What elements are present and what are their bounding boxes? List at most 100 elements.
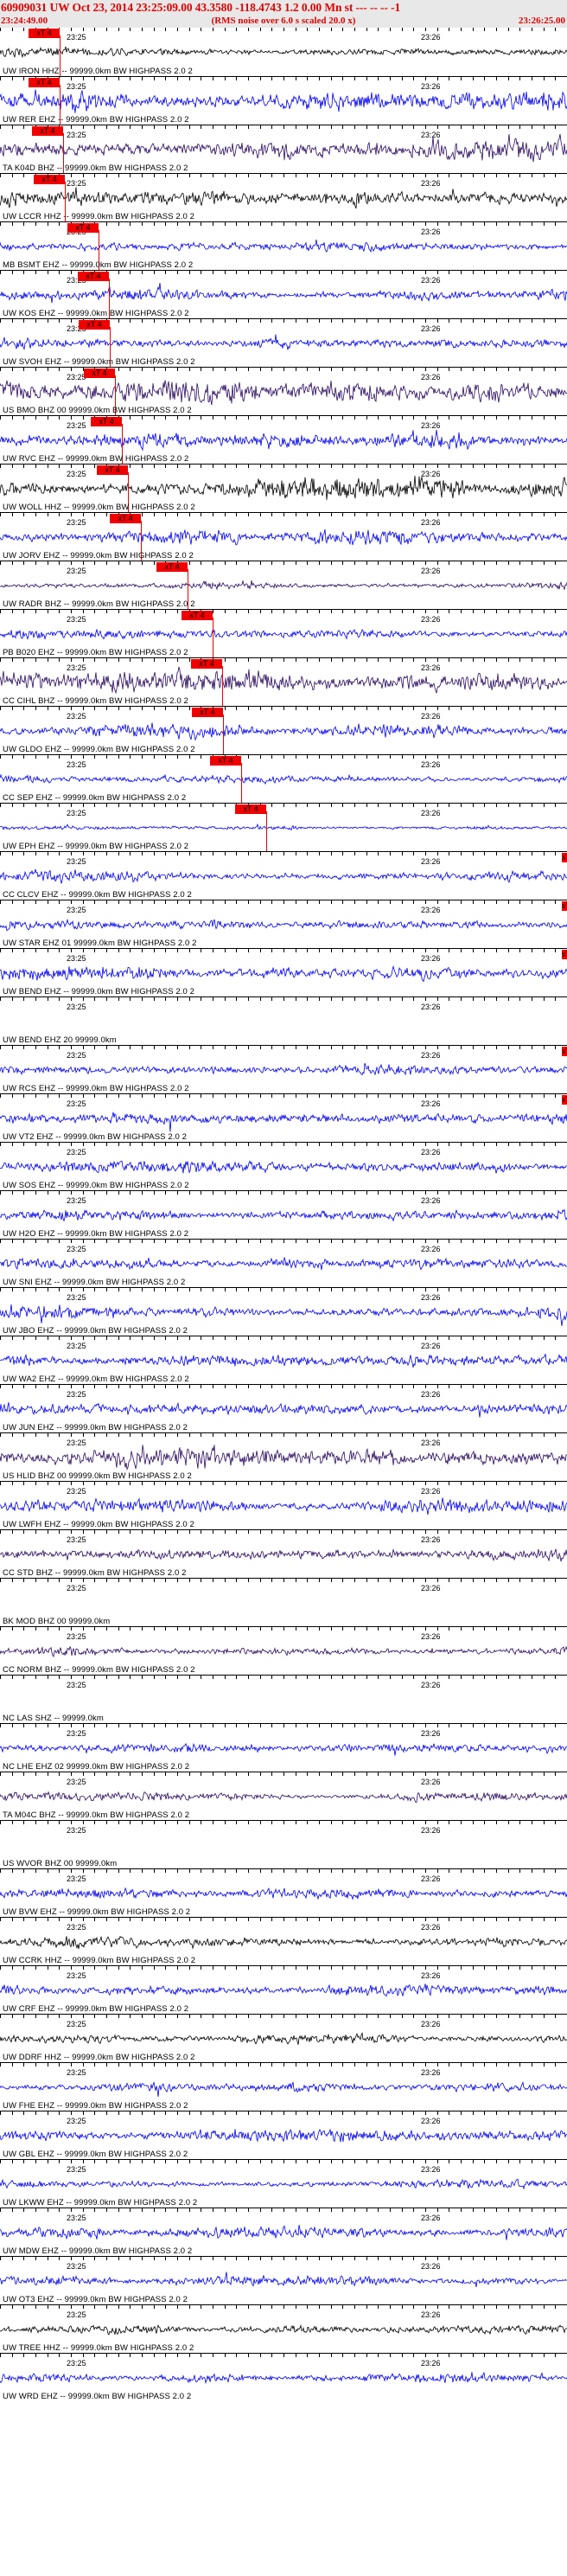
axis-time-label: 23:26 [421, 1245, 441, 1253]
axis-tick [177, 513, 178, 516]
axis-tick [83, 1918, 84, 1921]
trace-row[interactable]: 23:25 23:26 xT 4 UW EPH EHZ -- 99999.0km BW… [0, 803, 567, 851]
trace-row[interactable]: 23:25 23:26 NC LAS SHZ -- 99999.0km [0, 1675, 567, 1723]
trace-row[interactable]: 23:25 23:26 UW SOS EHZ -- 99999.0km BW HIG… [0, 1142, 567, 1190]
trace-row[interactable]: 23:25 23:26 US HLID BHZ 00 99999.0km BW HI… [0, 1432, 567, 1481]
axis-tick [23, 416, 24, 420]
trace-row[interactable]: 23:25 23:26 BK MOD BHZ 00 99999.0km [0, 1578, 567, 1626]
trace-row[interactable]: 23:25 23:26 xT 4 UW LCCR HHZ -- 99999.0km B… [0, 173, 567, 221]
trace-row[interactable]: 23:25 23:26 TA M04C BHZ -- 99999.0km BW HI… [0, 1772, 567, 1820]
trace-row[interactable]: 23:25 23:26 UW H2O EHZ -- 99999.0km BW HIG… [0, 1190, 567, 1239]
axis-tick [555, 1676, 556, 1679]
axis-tick [71, 28, 72, 31]
axis-tick [402, 2015, 403, 2018]
trace-row[interactable]: 23:25 23:26 UW CCRK HHZ -- 99999.0km BW HI… [0, 1917, 567, 1965]
trace-row[interactable]: 23:25 23:26 UW MDW EHZ -- 99999.0km BW HIG… [0, 2208, 567, 2256]
axis-tick [461, 1240, 462, 1243]
axis-tick [402, 28, 403, 31]
axis-tick [473, 2063, 474, 2067]
axis-tick [437, 2160, 438, 2163]
axis-tick [331, 319, 332, 323]
axis-tick [366, 2160, 367, 2163]
trace-row[interactable]: 23:25 23:26 UW TREE HHZ -- 99999.0km BW HI… [0, 2304, 567, 2353]
trace-row[interactable]: 23:25 23:26 UW JUN EHZ -- 99999.0km BW HIG… [0, 1384, 567, 1432]
axis-tick [496, 1094, 497, 1098]
axis-time-label: 23:25 [67, 33, 86, 42]
axis-tick [413, 1336, 414, 1340]
trace-row[interactable]: 23:25 23:26 UW GBL EHZ -- 99999.0km BW HIG… [0, 2111, 567, 2159]
trace-row[interactable]: 23:25 23:26 UW SNI EHZ -- 99999.0km BW HIG… [0, 1239, 567, 1287]
axis-tick [271, 707, 272, 710]
trace-row[interactable]: 23:25 23:26 xT 4 UW IRON HHZ -- 99999.0km B… [0, 28, 567, 76]
trace-row[interactable]: 23:25 23:26 xT 4 CC SEP EHZ -- 99999.0km BW… [0, 754, 567, 803]
axis-tick [165, 1288, 166, 1291]
trace-row[interactable]: 23:25 23:26 UW OT3 EHZ -- 99999.0km BW HIG… [0, 2256, 567, 2304]
axis-time-label: 23:25 [67, 2020, 86, 2028]
axis-tick [271, 2305, 272, 2309]
trace-row[interactable]: 23:25 23:26 UW DDRF HHZ -- 99999.0km BW HI… [0, 2014, 567, 2062]
axis-tick [236, 1676, 237, 1679]
axis-tick [71, 1772, 72, 1776]
axis-tick [413, 1385, 414, 1388]
axis-tick [425, 1433, 426, 1437]
trace-row[interactable]: 23:25 23:26 CC STD BHZ -- 99999.0km BW HIG… [0, 1529, 567, 1578]
trace-row[interactable]: 23:25 23:26 xT 4 UW GLDO EHZ -- 99999.0km B… [0, 706, 567, 754]
trace-row[interactable]: 23:25 23:26 US WVOR BHZ 00 99999.0km [0, 1820, 567, 1868]
trace-row[interactable]: 23:25 23:26 xT 4 UW SVOH EHZ -- 99999.0km B… [0, 318, 567, 367]
trace-row[interactable]: 23:25 23:26 UW BVW EHZ -- 99999.0km BW HIG… [0, 1868, 567, 1917]
axis-tick [260, 997, 261, 1001]
axis-tick [106, 174, 107, 177]
axis-tick [331, 1676, 332, 1679]
trace-row[interactable]: 23:25 23:26 UW WA2 EHZ -- 99999.0km BW HIG… [0, 1336, 567, 1384]
axis-tick [319, 319, 320, 323]
trace-row[interactable]: 23:25 23:26 CC NORM BHZ -- 99999.0km BW HI… [0, 1626, 567, 1675]
axis-tick [331, 1046, 332, 1049]
axis-tick [519, 1046, 520, 1049]
trace-row[interactable]: 23:25 23:26 xT 4 UW RADR BHZ -- 99999.0km B… [0, 561, 567, 609]
trace-row[interactable]: 23:25 23:26 xT 4 MB BSMT EHZ -- 99999.0km B… [0, 221, 567, 270]
axis-tick [83, 1240, 84, 1243]
trace-row[interactable]: 23:25 23:26 UW JBO EHZ -- 99999.0km BW HIG… [0, 1287, 567, 1336]
trace-row[interactable]: 23:25 23:26 xT 4 UW KOS EHZ -- 99999.0km BW… [0, 270, 567, 318]
axis-tick [225, 658, 226, 662]
trace-row[interactable]: 23:25 23:26 xT 4 CC CIHL BHZ -- 99999.0km B… [0, 657, 567, 706]
axis-tick [83, 368, 84, 371]
trace-row[interactable]: 23:25 23:26 UW WRD EHZ -- 99999.0km BW HIG… [0, 2353, 567, 2401]
axis-tick [12, 1094, 13, 1098]
axis-tick [402, 1530, 403, 1534]
axis-tick [248, 2063, 249, 2067]
axis-tick [496, 1676, 497, 1679]
axis-tick [225, 1288, 226, 1291]
trace-row[interactable]: 23:25 23:26 xT 4 UW WOLL HHZ -- 99999.0km B… [0, 464, 567, 512]
trace-row[interactable]: 23:25 23:26 xT 4 TA K04D BHZ -- 99999.0km B… [0, 125, 567, 173]
axis-tick [106, 1772, 107, 1776]
trace-row[interactable]: 23:25 23:26 UW BEND EHZ 20 99999.0km [0, 996, 567, 1045]
trace-row[interactable]: 23:25 23:26 UW FHE EHZ -- 99999.0km BW HIG… [0, 2062, 567, 2111]
axis-tick [484, 271, 485, 274]
axis-tick [331, 707, 332, 710]
trace-row[interactable]: 23:25 23:26 UW LWFH EHZ -- 99999.0km BW HI… [0, 1481, 567, 1529]
trace-row[interactable]: 23:25 23:26 xT 4 UW JORV EHZ -- 99999.0km B… [0, 512, 567, 561]
axis-tick [354, 1676, 355, 1679]
axis-tick [378, 28, 379, 31]
trace-row[interactable]: 23:25 23:26 UW CRF EHZ -- 99999.0km BW HIG… [0, 1965, 567, 2014]
trace-row[interactable]: 23:25 23:26 NC LHE EHZ 02 99999.0km BW HIG… [0, 1723, 567, 1772]
axis-tick [106, 1724, 107, 1727]
trace-row[interactable]: 23:25 23:26 UW LKWW EHZ -- 99999.0km BW HI… [0, 2159, 567, 2208]
axis-tick [354, 1191, 355, 1195]
axis-tick [473, 465, 474, 468]
axis-tick [189, 707, 190, 710]
trace-row[interactable]: 23:25 23:26 xT 4 US BMO BHZ 00 99999.0km BW… [0, 367, 567, 415]
trace-row[interactable]: 23:25 23:26 xT 4 UW RVC EHZ -- 99999.0km BW… [0, 415, 567, 464]
axis-tick [473, 610, 474, 613]
axis-tick [236, 271, 237, 274]
trace-row[interactable]: 23:25 23:26 xT 4 PB B020 EHZ -- 99999.0km B… [0, 609, 567, 657]
axis-tick [437, 465, 438, 468]
waveform [0, 1829, 567, 1862]
trace-row[interactable]: 23:25 23:26 xT 4 UW RER EHZ -- 99999.0km BW… [0, 76, 567, 125]
